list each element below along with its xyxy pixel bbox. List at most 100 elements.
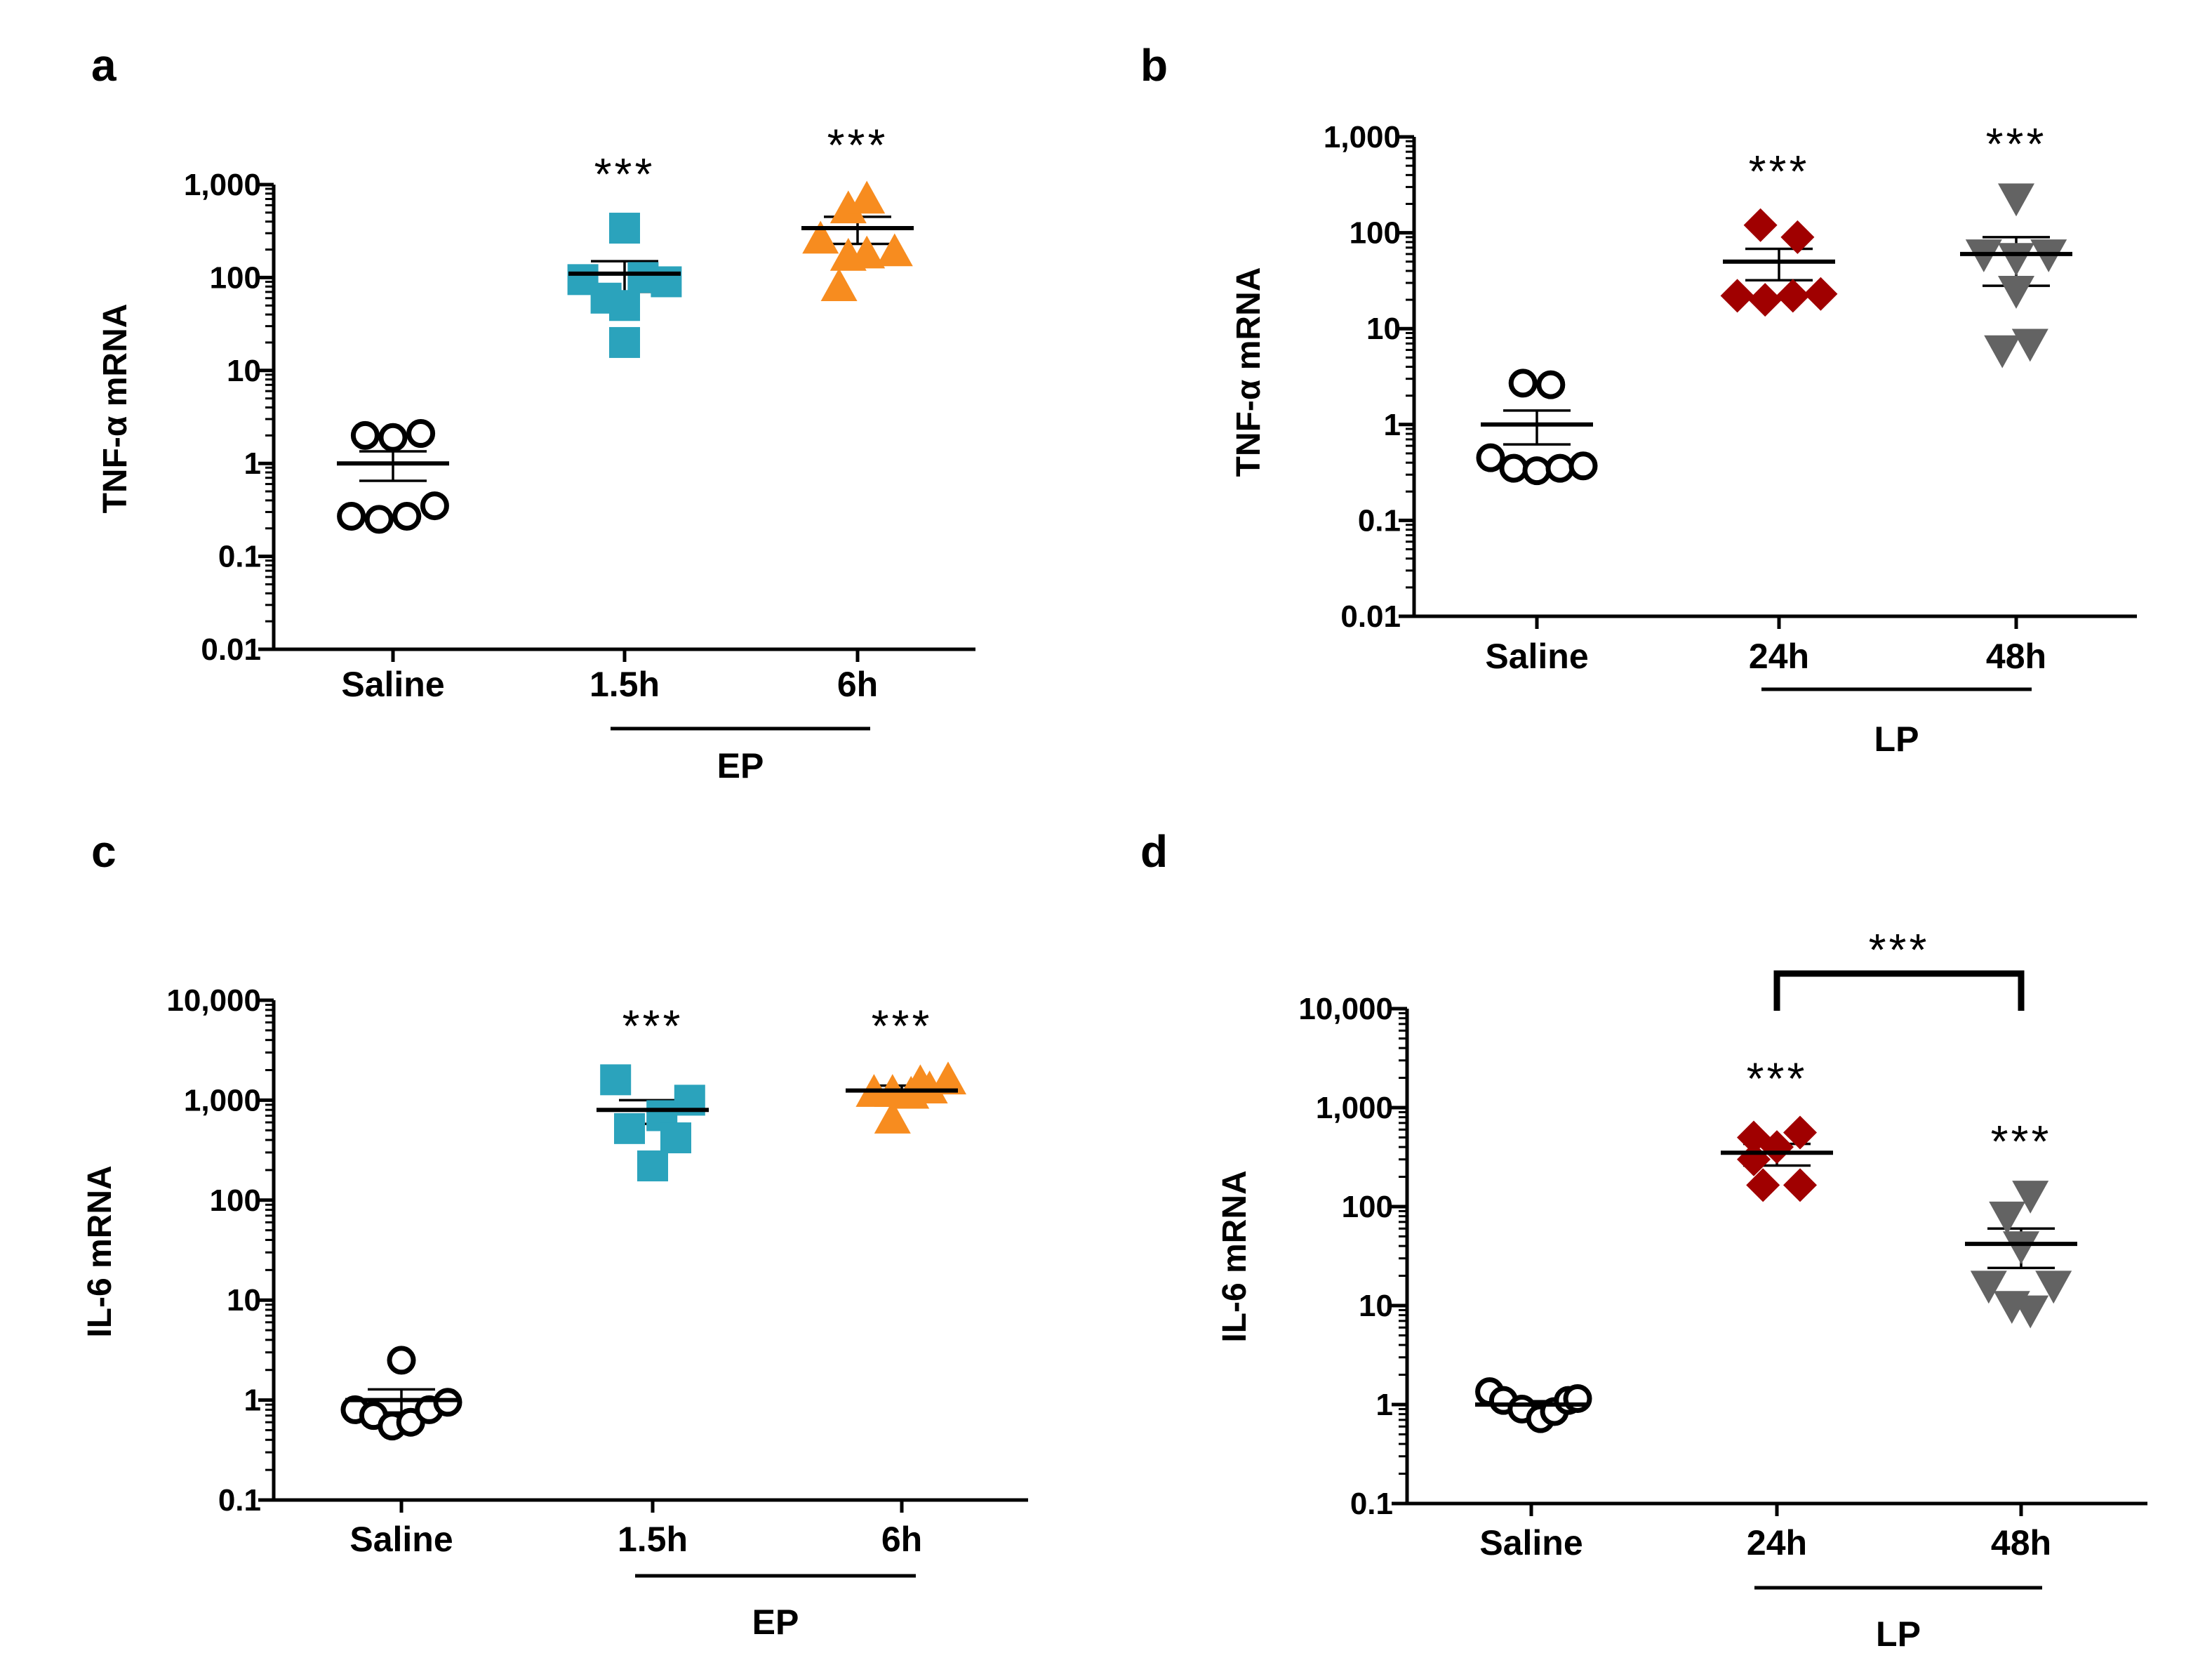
y-tick-label: 10,000 <box>1298 992 1393 1026</box>
series-6h: *** <box>801 120 914 302</box>
group-label: LP <box>1874 719 1919 759</box>
y-tick-label: 10 <box>1366 312 1401 346</box>
data-point <box>1499 453 1528 483</box>
significance-stars: *** <box>1747 1054 1808 1104</box>
data-point <box>609 213 640 244</box>
data-point <box>433 1388 462 1417</box>
panel-label-d: d <box>1140 826 1168 877</box>
significance-stars: *** <box>1749 146 1810 197</box>
data-point <box>337 501 366 531</box>
data-point <box>1780 220 1815 254</box>
data-point <box>1760 1130 1794 1164</box>
data-point <box>2035 1270 2072 1304</box>
data-point <box>609 290 640 321</box>
data-point <box>876 233 913 267</box>
data-point <box>1998 183 2034 217</box>
data-point <box>2012 1181 2049 1214</box>
data-point <box>911 1070 948 1103</box>
significance-stars: *** <box>594 149 655 199</box>
x-tick-label-Saline: Saline <box>349 1520 453 1559</box>
significance-stars: *** <box>622 1000 684 1051</box>
series-1.5h: *** <box>597 1000 709 1182</box>
data-point <box>637 1150 668 1182</box>
panel-b: b TNF-α mRNA 0.01 0.1 1 10 100 1,000 Saline 24h 48… <box>1140 40 2137 759</box>
y-tick-label: 100 <box>210 260 261 295</box>
y-tick-label: 10 <box>227 354 261 388</box>
series-Saline <box>1476 369 1598 486</box>
y-axis-label: IL-6 mRNA <box>81 1165 119 1337</box>
x-tick-label-Saline: Saline <box>341 665 444 704</box>
panel-label-c: c <box>91 826 116 877</box>
series-Saline <box>1475 1377 1592 1433</box>
y-tick-label: 0.1 <box>218 1483 261 1518</box>
y-axis-label: TNF-α mRNA <box>97 304 134 514</box>
y-tick-label: 0.1 <box>218 540 261 574</box>
data-point <box>1783 1115 1817 1150</box>
y-tick-label: 100 <box>1342 1190 1393 1224</box>
y-tick-label: 10,000 <box>166 983 261 1018</box>
significance-stars: *** <box>872 1000 933 1051</box>
y-tick-label: 1 <box>244 446 261 481</box>
y-tick-label: 1,000 <box>184 1083 261 1117</box>
series-6h: *** <box>846 1000 966 1134</box>
series-Saline <box>337 419 449 534</box>
group-label: EP <box>752 1602 799 1642</box>
data-point <box>874 1101 911 1134</box>
data-point <box>1998 276 2034 309</box>
comparison-bracket <box>1773 970 2025 1011</box>
x-tick-label-48h: 48h <box>1991 1523 2051 1562</box>
group-label: EP <box>717 746 764 785</box>
data-point <box>1568 451 1598 481</box>
y-tick-label: 1,000 <box>184 168 261 202</box>
y-tick-label: 100 <box>210 1183 261 1218</box>
data-point <box>660 1122 691 1154</box>
data-point <box>930 1061 966 1095</box>
y-tick-label: 0.01 <box>1340 599 1401 634</box>
comparison-stars: *** <box>1869 924 1930 975</box>
y-tick-label: 1 <box>1376 1388 1393 1422</box>
y-tick-label: 0.1 <box>1350 1487 1393 1521</box>
x-tick-label-24h: 24h <box>1749 637 1809 676</box>
significance-stars: *** <box>827 120 888 171</box>
data-point <box>387 1346 416 1375</box>
y-axis-label: IL-6 mRNA <box>1216 1170 1253 1342</box>
panel-c: c IL-6 mRNA 0.1 1 10 100 1,000 10,000 Saline 1.5h… <box>81 826 1028 1642</box>
data-point <box>1476 443 1505 472</box>
y-tick-label: 1,000 <box>1324 120 1401 154</box>
y-tick-label: 1 <box>1384 408 1401 442</box>
y-tick-label: 0.1 <box>1358 503 1401 538</box>
data-point <box>2012 1295 2049 1329</box>
data-point <box>1746 1168 1780 1202</box>
data-point <box>1743 208 1778 242</box>
y-tick-label: 10 <box>227 1283 261 1318</box>
data-point <box>830 190 867 224</box>
y-tick-label: 0.01 <box>201 632 261 667</box>
data-point <box>378 423 408 452</box>
x-tick-label-48h: 48h <box>1986 637 2046 676</box>
data-point <box>1563 1383 1592 1413</box>
group-label: LP <box>1876 1614 1921 1654</box>
x-tick-label-Saline: Saline <box>1485 637 1588 676</box>
data-point <box>1748 283 1783 317</box>
significance-stars: *** <box>1991 1116 2052 1167</box>
data-point <box>802 220 839 254</box>
significance-stars: *** <box>1986 119 2047 169</box>
series-1.5h: *** <box>567 149 682 358</box>
data-point <box>1536 370 1566 399</box>
data-point <box>1508 369 1538 398</box>
data-point <box>406 419 436 449</box>
x-tick-label-1.5h: 1.5h <box>589 665 660 704</box>
data-point <box>1545 453 1575 483</box>
y-tick-label: 100 <box>1350 216 1401 251</box>
x-tick-label-6h: 6h <box>881 1520 922 1559</box>
data-point <box>350 420 380 450</box>
data-point <box>1783 1168 1817 1202</box>
data-point <box>651 266 682 298</box>
panel-a: a TNF-α mRNA 0.01 0.1 1 10 100 1,000 Saline 1.5h 6… <box>91 40 975 785</box>
x-tick-label-Saline: Saline <box>1479 1523 1583 1562</box>
data-point <box>2003 1231 2039 1265</box>
data-point <box>830 237 867 271</box>
data-point <box>1984 335 2021 369</box>
data-point <box>1989 1201 2026 1235</box>
